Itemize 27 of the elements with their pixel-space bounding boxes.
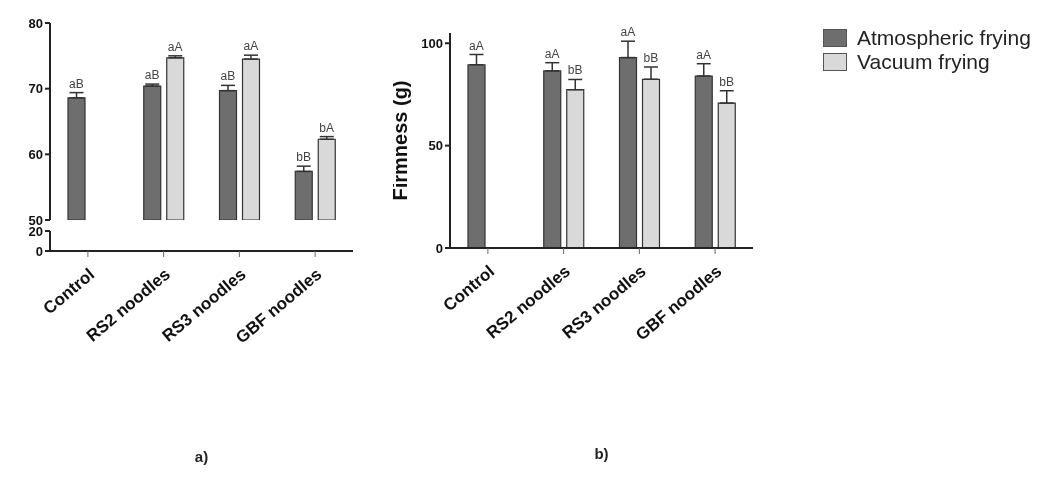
y-tick-label: 80: [28, 15, 43, 31]
y-tick-label: 50: [28, 212, 43, 228]
annotation: bB: [567, 63, 583, 78]
annotation: aB: [220, 69, 236, 84]
annotation: aA: [696, 47, 711, 62]
y-axis-title: Firmness (g): [389, 80, 412, 201]
legend-label: Atmospheric frying: [857, 26, 1031, 50]
y-tick-label: 0: [435, 240, 443, 256]
text: b): [593, 445, 610, 462]
y-tick-label: 60: [28, 146, 43, 162]
annotation: bB: [643, 50, 659, 65]
text: a): [193, 448, 210, 465]
y-tick-label: 100: [421, 35, 443, 51]
annotation: aA: [544, 46, 560, 61]
annotation: aA: [469, 38, 484, 53]
annotation: aA: [243, 39, 259, 54]
annotation: bA: [319, 120, 334, 135]
annotation: aB: [144, 68, 160, 83]
annotation: aA: [620, 25, 636, 40]
y-tick-label: 50: [428, 138, 443, 154]
annotation: bB: [719, 74, 734, 89]
legend-label: Vacuum frying: [857, 50, 990, 74]
annotation: aB: [69, 76, 84, 91]
annotation: bB: [296, 150, 311, 165]
y-tick-label: 0: [35, 243, 43, 259]
y-tick-label: 70: [28, 81, 43, 97]
annotation: aA: [167, 39, 183, 54]
